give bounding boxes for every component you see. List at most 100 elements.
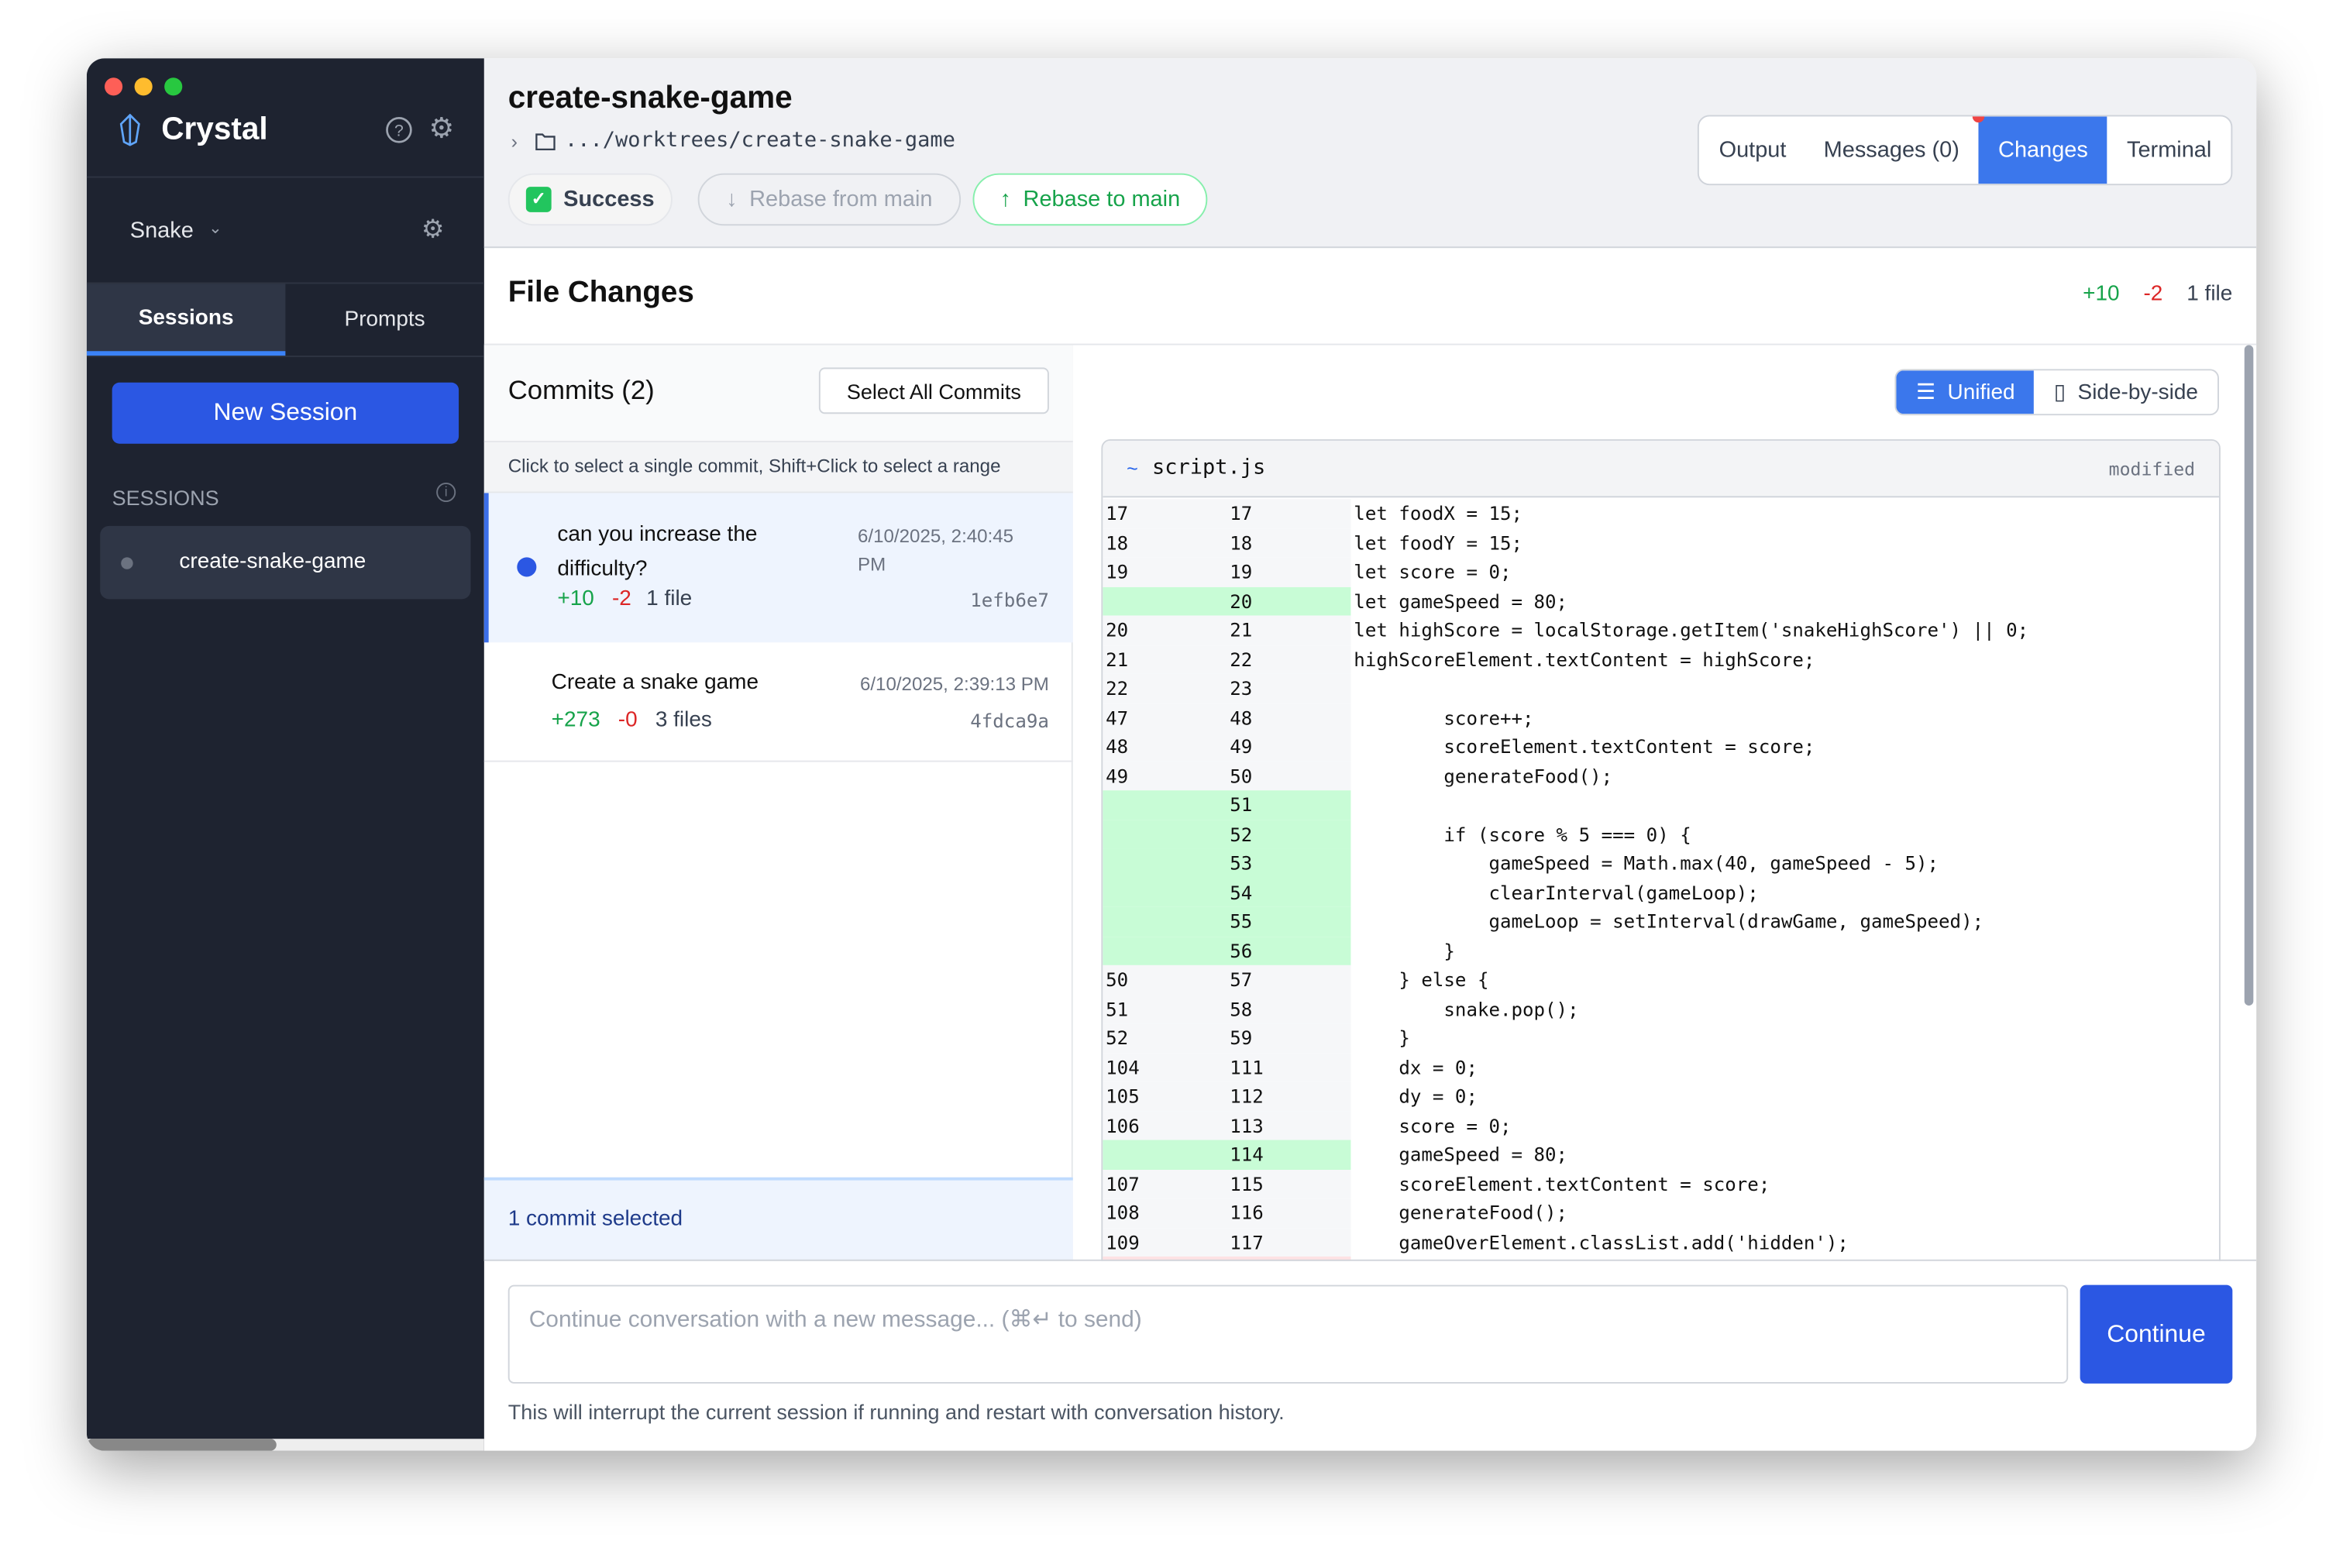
diff-line: 47 48 score++; <box>1103 703 2219 733</box>
line-gutter <box>1103 878 1351 907</box>
new-line-number: 111 <box>1230 1055 1264 1078</box>
old-line-number: 105 <box>1106 1085 1140 1108</box>
new-line-number: 50 <box>1230 764 1253 787</box>
file-status: modified <box>2108 459 2196 480</box>
continue-button[interactable]: Continue <box>2080 1284 2233 1384</box>
line-gutter <box>1103 586 1351 616</box>
new-line-number: 55 <box>1230 910 1253 933</box>
horizontal-scrollbar[interactable] <box>86 1439 484 1451</box>
diff-line: 22 23 <box>1103 673 2219 703</box>
line-gutter <box>1103 1081 1351 1111</box>
commit-item[interactable]: Create a snake game 6/10/2025, 2:39:13 P… <box>483 642 1073 762</box>
select-all-commits-button[interactable]: Select All Commits <box>818 367 1049 414</box>
maximize-window-button[interactable] <box>164 77 183 96</box>
diff-line: 53 gameSpeed = Math.max(40, gameSpeed - … <box>1103 848 2219 879</box>
line-gutter <box>1103 645 1351 674</box>
tab-sessions[interactable]: Sessions <box>86 284 286 356</box>
new-line-number: 51 <box>1230 793 1253 817</box>
old-line-number: 17 <box>1106 502 1129 524</box>
diff-line: 104 111 dx = 0; <box>1103 1052 2219 1082</box>
commit-date: 6/10/2025, 2:39:13 PM <box>859 673 1049 695</box>
commit-additions: +273 <box>551 708 600 733</box>
diff-line: 51 <box>1103 790 2219 820</box>
commits-panel: Commits (2) Select All Commits Click to … <box>483 345 1073 1261</box>
old-line-number: 106 <box>1106 1113 1140 1136</box>
rebase-to-main-button[interactable]: ↑ Rebase to main <box>972 173 1208 226</box>
close-window-button[interactable] <box>105 77 123 96</box>
new-line-number: 56 <box>1230 939 1253 962</box>
line-gutter <box>1103 936 1351 965</box>
chevron-right-icon[interactable]: › <box>511 129 518 153</box>
code-line: dy = 0; <box>1354 1085 1478 1108</box>
new-line-number: 115 <box>1230 1171 1264 1195</box>
code-line: let gameSpeed = 80; <box>1354 589 1568 612</box>
old-line-number: 21 <box>1106 648 1129 670</box>
composer-note: This will interrupt the current session … <box>507 1400 1285 1424</box>
commit-additions: +10 <box>557 586 594 611</box>
new-line-number: 49 <box>1230 734 1253 758</box>
diff-line: 20 21 let highScore = localStorage.getIt… <box>1103 615 2219 645</box>
diff-line: 21 22 highScoreElement.textContent = hig… <box>1103 645 2219 674</box>
tab-output[interactable]: Output <box>1719 137 1787 163</box>
vertical-scrollbar[interactable] <box>2244 345 2254 1006</box>
old-line-number: 51 <box>1106 997 1129 1020</box>
session-item[interactable]: create-snake-game <box>100 525 471 600</box>
diff-line: 50 57 } else { <box>1103 965 2219 995</box>
list-icon: ☰ <box>1916 380 1936 404</box>
view-mode-toggle: ☰ Unified ▯ Side-by-side <box>1895 369 2219 416</box>
sessions-heading: SESSIONS <box>112 485 219 510</box>
unified-view-button[interactable]: ☰ Unified <box>1896 370 2035 414</box>
file-diff-header[interactable]: ~ script.js modified <box>1103 440 2219 498</box>
sidebar: Crystal ? ⚙ Snake ⌄ ⚙ Sessions Prompts Ne… <box>86 58 484 1451</box>
diff-line: 19 19 let score = 0; <box>1103 557 2219 586</box>
settings-gear-icon[interactable]: ⚙ <box>428 113 455 146</box>
project-selector[interactable]: Snake ⌄ <box>130 218 222 244</box>
minimize-window-button[interactable] <box>134 77 153 96</box>
diff-line: 55 gameLoop = setInterval(drawGame, game… <box>1103 906 2219 937</box>
new-line-number: 116 <box>1230 1201 1264 1224</box>
line-gutter <box>1103 1110 1351 1140</box>
line-gutter <box>1103 1140 1351 1170</box>
tab-changes[interactable]: Changes <box>1973 116 2107 184</box>
code-line: gameSpeed = 80; <box>1354 1143 1568 1166</box>
tab-prompts[interactable]: Prompts <box>344 308 425 332</box>
code-line: } else { <box>1354 968 1489 991</box>
modified-icon: ~ <box>1127 457 1138 480</box>
chevron-down-icon: ⌄ <box>208 219 222 238</box>
tab-terminal[interactable]: Terminal <box>2127 137 2212 163</box>
rebase-from-main-button[interactable]: ↓ Rebase from main <box>697 173 962 226</box>
line-gutter <box>1103 557 1351 586</box>
project-settings-gear-icon[interactable]: ⚙ <box>421 215 445 244</box>
new-line-number: 18 <box>1230 531 1253 554</box>
diff-line: 105 112 dy = 0; <box>1103 1081 2219 1111</box>
code-line: gameSpeed = Math.max(40, gameSpeed - 5); <box>1354 851 1939 875</box>
status-badge: ✓ Success <box>507 173 673 226</box>
message-input[interactable]: Continue conversation with a new message… <box>507 1284 2069 1384</box>
side-by-side-view-button[interactable]: ▯ Side-by-side <box>2053 380 2198 404</box>
code-line: highScoreElement.textContent = highScore… <box>1354 648 1815 670</box>
code-line: let foodX = 15; <box>1354 502 1523 524</box>
code-line: if (score % 5 === 0) { <box>1354 822 1691 845</box>
help-icon[interactable]: ? <box>386 116 413 143</box>
tab-messages[interactable]: Messages (0) <box>1823 137 1959 163</box>
new-line-number: 21 <box>1230 618 1253 641</box>
old-line-number: 104 <box>1106 1055 1140 1078</box>
new-line-number: 114 <box>1230 1143 1264 1166</box>
new-session-button[interactable]: New Session <box>112 382 459 444</box>
commit-hash: 1efb6e7 <box>970 588 1049 611</box>
new-line-number: 53 <box>1230 851 1253 875</box>
code-line: generateFood(); <box>1354 1201 1568 1224</box>
commits-title: Commits (2) <box>507 375 655 405</box>
commit-message: Create a snake game <box>551 670 759 695</box>
commit-files: 3 files <box>655 708 712 733</box>
line-gutter <box>1103 1198 1351 1228</box>
commit-item-selected[interactable]: can you increase the difficulty? 6/10/20… <box>483 493 1073 643</box>
diff-line: 54 clearInterval(gameLoop); <box>1103 878 2219 907</box>
diff-line: 109 117 gameOverElement.classList.add('h… <box>1103 1227 2219 1257</box>
diff-line: 51 58 snake.pop(); <box>1103 994 2219 1024</box>
additions-count: +10 <box>2083 282 2120 307</box>
new-line-number: 112 <box>1230 1085 1264 1108</box>
code-line: generateFood(); <box>1354 764 1613 787</box>
line-gutter <box>1103 819 1351 849</box>
info-icon[interactable]: i <box>436 482 456 503</box>
